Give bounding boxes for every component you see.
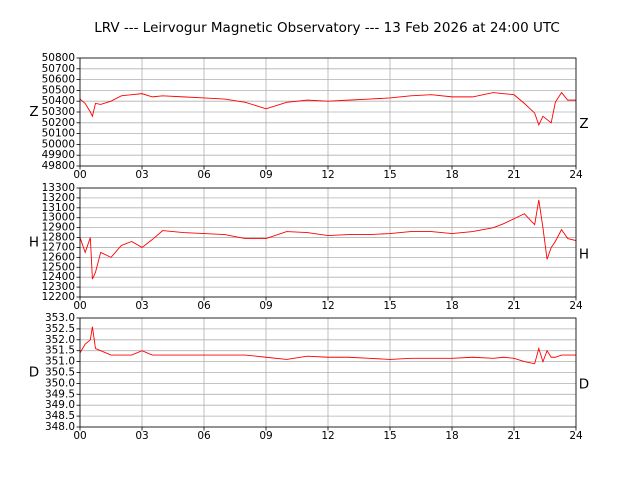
plot-frame — [79, 57, 577, 167]
y-tick-label: 353.0 — [45, 312, 75, 324]
figure-title: LRV --- Leirvogur Magnetic Observatory -… — [94, 20, 560, 36]
data-line — [79, 199, 577, 280]
x-tick-label: 21 — [507, 430, 520, 442]
y-tick-label: 13000 — [42, 212, 75, 224]
y-tick-label: 12900 — [42, 222, 75, 234]
x-tick-label: 15 — [383, 300, 396, 312]
y-tick-label: 349.5 — [45, 388, 75, 400]
y-tick-label: 12800 — [42, 232, 75, 244]
x-tick-label: 24 — [569, 300, 583, 312]
y-tick-label: 12300 — [42, 281, 75, 293]
x-tick-label: 06 — [197, 169, 211, 181]
x-tick-label: 00 — [73, 169, 86, 181]
y-tick-label: 13300 — [42, 182, 75, 194]
data-line — [79, 326, 576, 365]
y-tick-label: 49900 — [42, 149, 75, 161]
y-tick-label: 349.0 — [45, 399, 75, 411]
x-tick-label: 21 — [507, 300, 520, 312]
y-axis-label-right: H — [579, 247, 589, 263]
plot-frame — [79, 187, 577, 298]
y-tick-label: 50500 — [42, 84, 75, 96]
y-tick-label: 49800 — [42, 160, 75, 172]
y-axis-label: Z — [29, 104, 38, 120]
y-tick-label: 50400 — [42, 95, 75, 107]
x-tick-label: 18 — [445, 300, 458, 312]
y-tick-label: 13100 — [42, 202, 75, 214]
x-tick-label: 24 — [569, 430, 583, 442]
y-tick-label: 50800 — [42, 52, 75, 64]
data-line — [79, 91, 576, 127]
y-tick-label: 12400 — [42, 271, 75, 283]
x-tick-label: 03 — [135, 169, 148, 181]
y-tick-label: 12700 — [42, 241, 75, 253]
y-tick-label: 352.5 — [45, 323, 75, 335]
y-tick-label: 50100 — [42, 128, 75, 140]
x-tick-label: 06 — [197, 300, 211, 312]
x-tick-label: 00 — [73, 430, 86, 442]
plot-frame — [79, 317, 577, 428]
x-tick-label: 09 — [259, 430, 272, 442]
y-tick-label: 351.0 — [45, 356, 75, 368]
x-tick-label: 12 — [321, 169, 334, 181]
x-tick-label: 03 — [135, 300, 148, 312]
y-tick-label: 50700 — [42, 63, 75, 75]
y-tick-label: 12500 — [42, 261, 75, 273]
x-tick-label: 09 — [259, 169, 272, 181]
y-tick-label: 50300 — [42, 106, 75, 118]
x-tick-label: 12 — [321, 300, 334, 312]
y-axis-label: D — [29, 365, 39, 381]
x-tick-label: 09 — [259, 300, 272, 312]
x-tick-label: 15 — [383, 169, 396, 181]
x-tick-label: 03 — [135, 430, 148, 442]
x-tick-label: 06 — [197, 430, 211, 442]
y-tick-label: 12200 — [42, 291, 75, 303]
y-tick-label: 50000 — [42, 138, 75, 150]
y-tick-label: 351.5 — [45, 345, 75, 357]
y-tick-label: 350.5 — [45, 367, 75, 379]
y-tick-label: 348.5 — [45, 410, 75, 422]
y-tick-label: 350.0 — [45, 377, 75, 389]
x-tick-label: 18 — [445, 169, 458, 181]
y-tick-label: 13200 — [42, 192, 75, 204]
x-tick-label: 15 — [383, 430, 396, 442]
y-tick-label: 50200 — [42, 117, 75, 129]
y-axis-label-right: Z — [579, 116, 588, 132]
y-tick-label: 352.0 — [45, 334, 75, 346]
x-tick-label: 21 — [507, 169, 520, 181]
y-axis-label: H — [29, 235, 39, 251]
x-tick-label: 24 — [569, 169, 583, 181]
y-tick-label: 348.0 — [45, 421, 75, 433]
y-tick-label: 12600 — [42, 251, 75, 263]
y-tick-label: 50600 — [42, 74, 75, 86]
x-tick-label: 00 — [73, 300, 86, 312]
x-tick-label: 12 — [321, 430, 334, 442]
y-axis-label-right: D — [579, 377, 589, 393]
x-tick-label: 18 — [445, 430, 458, 442]
